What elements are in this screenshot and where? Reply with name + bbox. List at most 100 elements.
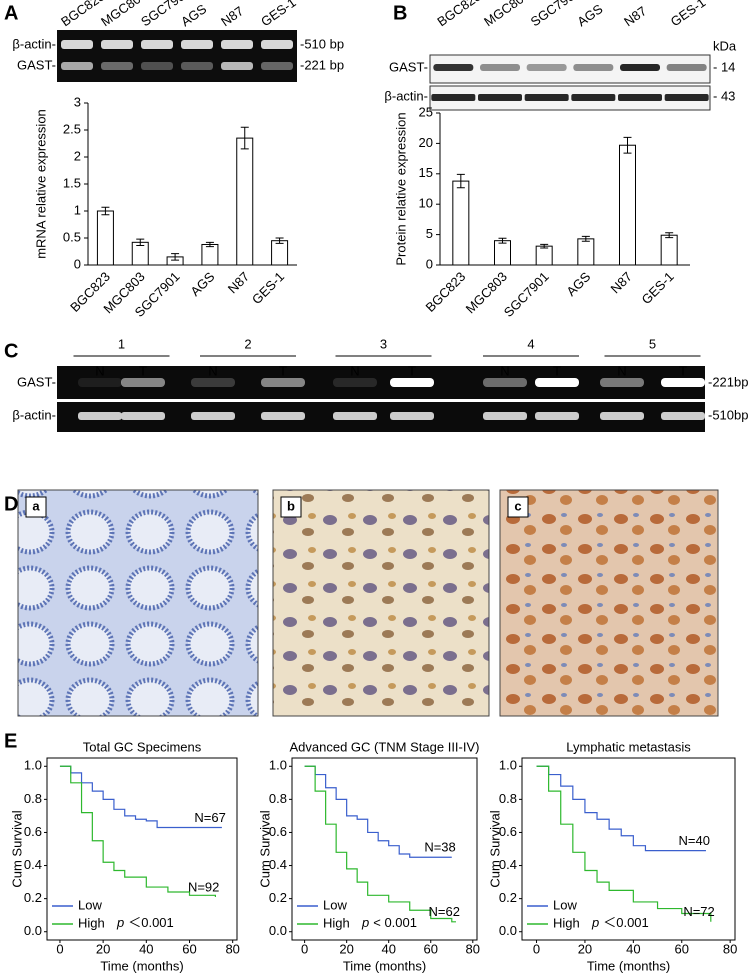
x-tick-label: 60 xyxy=(182,941,196,956)
gel-image xyxy=(57,30,297,82)
y-tick-label: 0.6 xyxy=(269,824,287,839)
x-tick-label: 0 xyxy=(533,941,540,956)
y-tick-label: 0.4 xyxy=(269,857,287,872)
label-box xyxy=(507,496,529,518)
gel-band xyxy=(141,40,173,49)
gel-band xyxy=(61,40,93,49)
blot-band xyxy=(433,64,474,71)
group-label: 3 xyxy=(380,336,387,351)
p-symbol: p xyxy=(591,915,599,930)
p-number: ＜0.001 xyxy=(128,915,174,930)
lane-label: N xyxy=(350,363,359,378)
y-tick-label: 1.0 xyxy=(269,758,287,773)
legend-label: High xyxy=(78,915,105,930)
p-value: p ＜0.001 xyxy=(591,915,649,930)
group-label: 2 xyxy=(244,336,251,351)
lane-label: N xyxy=(617,363,626,378)
lane-label: AGS xyxy=(574,1,605,29)
p-symbol: p xyxy=(361,915,369,930)
panel-label: E xyxy=(4,730,17,752)
gel-band xyxy=(600,378,644,387)
legend-label: High xyxy=(553,915,580,930)
bar xyxy=(494,240,511,266)
row-label: β-actin- xyxy=(384,88,428,103)
gel-band xyxy=(221,62,253,70)
p-value: p ＜0.001 xyxy=(116,915,174,930)
lane-label: N87 xyxy=(218,3,246,29)
lane-label: N87 xyxy=(621,3,649,29)
ihc-image xyxy=(499,489,719,717)
lane-label: T xyxy=(139,363,147,378)
gel-band xyxy=(535,412,579,420)
x-tick-label: 40 xyxy=(381,941,395,956)
gel-band xyxy=(191,378,235,387)
x-tick-label: 40 xyxy=(139,941,153,956)
size-label: -510 bp xyxy=(300,36,344,51)
gel-band xyxy=(261,62,293,70)
y-axis-label: Cum Survival xyxy=(9,810,24,887)
survival-curve xyxy=(304,765,452,858)
group-label: 4 xyxy=(527,336,534,351)
lane-label: MGC803 xyxy=(481,0,532,29)
gel-band xyxy=(221,40,253,49)
y-tick-label: 0.8 xyxy=(24,791,42,806)
legend-label: Low xyxy=(553,897,577,912)
bar xyxy=(535,245,553,266)
survival-curve xyxy=(59,765,217,897)
lane-label: GES-1 xyxy=(258,0,299,29)
y-tick-label: 0.4 xyxy=(24,857,42,872)
y-tick-label: 2.5 xyxy=(63,121,81,136)
blot-band xyxy=(431,94,476,101)
blot-band xyxy=(666,64,707,71)
error-bar xyxy=(498,237,507,244)
lane-label: GES-1 xyxy=(668,0,709,29)
x-tick-label: N87 xyxy=(608,269,635,296)
gel-band xyxy=(181,40,213,49)
x-tick-label: GES-1 xyxy=(639,269,677,307)
blot-band xyxy=(478,94,522,101)
blot-band xyxy=(573,64,614,71)
y-tick-label: 0.2 xyxy=(499,890,517,905)
x-tick-label: AGS xyxy=(187,269,217,299)
y-tick-label: 0 xyxy=(426,256,433,271)
y-tick-label: 0.6 xyxy=(24,824,42,839)
x-tick-label: 80 xyxy=(723,941,737,956)
gel-band xyxy=(181,62,213,70)
row-label: β-actin- xyxy=(12,407,56,422)
x-tick-label: 20 xyxy=(96,941,110,956)
bar xyxy=(236,137,254,266)
gel-band xyxy=(78,378,122,387)
gel-band xyxy=(333,412,377,420)
y-axis-label: Cum Survival xyxy=(487,810,502,887)
y-tick-label: 0.2 xyxy=(24,890,42,905)
gel-band xyxy=(191,412,235,420)
size-label: -510bp xyxy=(708,407,748,422)
lane-label: T xyxy=(553,363,561,378)
row-label: GAST- xyxy=(389,59,428,74)
y-tick-label: 0.8 xyxy=(499,791,517,806)
lane-label: N xyxy=(208,363,217,378)
group-label: 5 xyxy=(649,336,656,351)
x-tick-label: 0 xyxy=(301,941,308,956)
p-number: ＜0.001 xyxy=(603,915,649,930)
panel-label: B xyxy=(393,2,407,24)
y-tick-label: 0.4 xyxy=(499,857,517,872)
y-tick-label: 1.0 xyxy=(499,758,517,773)
gel-band xyxy=(483,412,527,420)
survival-curve xyxy=(536,765,706,852)
n-label: N=40 xyxy=(679,833,710,848)
error-bar xyxy=(581,235,590,242)
y-tick-label: 10 xyxy=(419,196,433,211)
gel-band xyxy=(600,412,644,420)
blot-band xyxy=(571,94,616,101)
size-label: -221bp xyxy=(708,374,748,389)
gel-band xyxy=(101,62,133,70)
gel-band xyxy=(661,378,705,387)
lane-label: BGC823 xyxy=(434,0,483,29)
gel-band xyxy=(261,412,305,420)
y-tick-label: 5 xyxy=(426,226,433,241)
gel-band xyxy=(483,378,527,387)
gel-band xyxy=(333,378,377,387)
bar xyxy=(96,210,114,266)
lane-label: N xyxy=(95,363,104,378)
